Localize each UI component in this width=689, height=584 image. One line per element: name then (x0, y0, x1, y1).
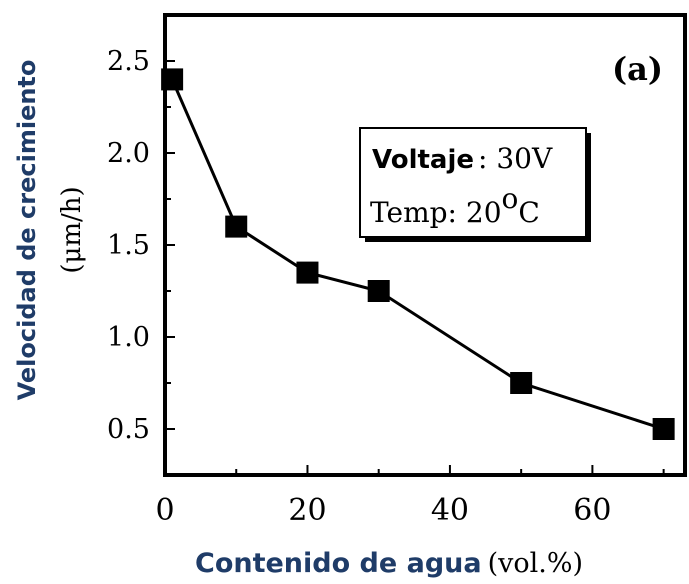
x-tick-label: 40 (431, 493, 469, 528)
temp-degree: o (502, 182, 519, 215)
data-point (510, 372, 532, 394)
y-tick-label: 0.5 (107, 414, 150, 445)
voltage-value: : 30V (478, 142, 553, 175)
x-axis-unit: (vol.%) (488, 548, 583, 579)
data-point (296, 262, 318, 284)
annotation-box: Voltaje: 30V Temp: 20oC (360, 128, 591, 242)
y-axis-title: Velocidad de crecimiento (13, 60, 41, 401)
data-point (161, 68, 183, 90)
panel-label: (a) (612, 50, 663, 88)
plot-frame (165, 15, 685, 475)
x-tick-label: 0 (155, 493, 174, 528)
x-tick-label: 20 (288, 493, 326, 528)
y-tick-label: 1.0 (107, 322, 150, 353)
data-point (368, 280, 390, 302)
data-point (653, 418, 675, 440)
y-axis-unit: (μm/h) (57, 186, 87, 273)
data-point (225, 216, 247, 238)
x-axis-title: Contenido de agua (195, 548, 482, 579)
temp-unit: C (518, 196, 539, 229)
x-tick-label: 60 (573, 493, 611, 528)
voltage-label: Voltaje (372, 145, 474, 175)
temp-label: Temp: 20 (370, 196, 502, 229)
svg-text:Contenido de agua(vol.%): Contenido de agua (vol.%) (195, 548, 583, 579)
y-tick-label: 2.0 (107, 138, 150, 169)
y-tick-label: 2.5 (107, 46, 150, 77)
y-tick-label: 1.5 (107, 230, 150, 261)
svg-text:Voltaje: 30V: Voltaje: 30V (372, 142, 553, 175)
